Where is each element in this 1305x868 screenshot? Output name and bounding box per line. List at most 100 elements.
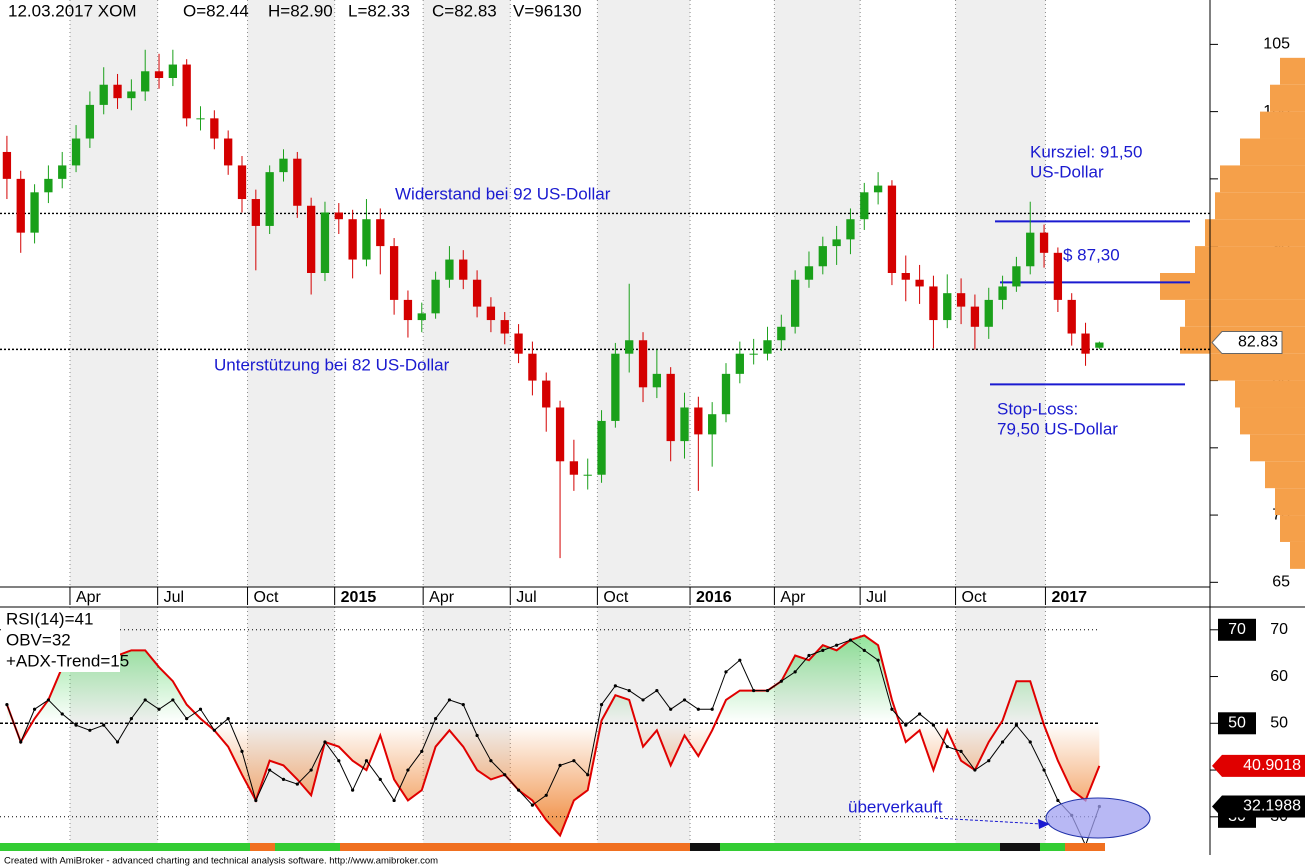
- candle-body: [99, 84, 108, 105]
- series-dot: [613, 684, 617, 688]
- header-low: L=82.33: [348, 1, 410, 20]
- candle-body: [417, 313, 426, 321]
- level-tag: [1218, 712, 1256, 735]
- series-dot: [765, 688, 770, 693]
- series-dot: [447, 698, 452, 702]
- candle-body: [486, 306, 496, 321]
- candle-body: [2, 151, 12, 179]
- adx-segment: [250, 843, 275, 851]
- series-dot: [627, 688, 631, 693]
- candle-body: [528, 353, 537, 381]
- x-tick-label: Apr: [76, 589, 102, 606]
- candle-body: [196, 118, 205, 120]
- volume-profile-bar: [1275, 488, 1305, 516]
- series-dot: [60, 712, 64, 716]
- volume-profile-bar: [1250, 434, 1305, 462]
- volume-profile-bar: [1280, 515, 1305, 542]
- candle-body: [860, 192, 869, 220]
- candle-body: [376, 219, 385, 247]
- y-tick-label: 60: [1270, 668, 1288, 685]
- series-dot: [1000, 740, 1005, 744]
- series-dot: [129, 717, 133, 721]
- candle-body: [30, 192, 39, 233]
- series-dot: [1056, 798, 1060, 803]
- price-tag: [1211, 331, 1283, 355]
- candle-body: [293, 158, 302, 206]
- value-tag: [1212, 795, 1305, 818]
- series-dot: [669, 707, 673, 711]
- price-tag-label: 82.83: [1238, 334, 1278, 351]
- series-dot: [434, 717, 438, 721]
- series-dot: [406, 768, 410, 772]
- arrow-line: [934, 817, 1043, 825]
- series-dot: [364, 759, 369, 763]
- candle-body: [1012, 266, 1021, 287]
- candle-body: [708, 414, 717, 435]
- y-tick-label: 50: [1270, 715, 1288, 732]
- series-dot: [378, 777, 382, 781]
- x-tick-label: Jul: [866, 589, 886, 606]
- series-dot: [959, 749, 963, 753]
- header-close: C=82.83: [432, 1, 497, 20]
- level-tag: [1218, 618, 1256, 641]
- candle-body: [320, 212, 330, 273]
- candle-body: [1067, 299, 1076, 334]
- series-dot: [489, 759, 493, 763]
- value-tag-label: 32.1988: [1243, 798, 1301, 815]
- series-dot: [904, 723, 908, 727]
- candle-body: [182, 64, 191, 119]
- series-line: [5, 634, 1101, 838]
- candle-body: [445, 259, 454, 280]
- series-dot: [738, 658, 742, 662]
- header-open: O=82.44: [183, 1, 249, 20]
- series-dot: [420, 749, 424, 753]
- volume-profile-bar: [1195, 246, 1305, 273]
- series-dot: [295, 782, 299, 786]
- adx-segment: [275, 843, 340, 851]
- series-dot: [945, 745, 949, 749]
- candle-body: [583, 474, 592, 476]
- candle-body: [16, 178, 25, 233]
- series-dot: [973, 768, 977, 772]
- legend-box: [2, 610, 120, 672]
- volume-profile-bar: [1210, 353, 1305, 381]
- candle-body: [224, 138, 233, 166]
- series-dot: [890, 707, 894, 711]
- candle-body: [1081, 333, 1090, 354]
- series-dot: [779, 679, 783, 683]
- candle-body: [542, 380, 551, 408]
- volume-profile-bar: [1160, 273, 1305, 300]
- series-dot: [876, 658, 880, 662]
- series-dot: [254, 798, 258, 803]
- annotation: überverkauft: [848, 797, 943, 816]
- x-tick-label: Oct: [254, 589, 279, 606]
- candle-body: [141, 71, 150, 92]
- candle-body: [638, 340, 648, 388]
- legend-entry: OBV=32: [6, 630, 71, 649]
- volume-profile-bar: [1260, 111, 1305, 139]
- annotation: Stop-Loss:: [997, 399, 1078, 418]
- y-tick-label: 65: [1272, 574, 1290, 591]
- candle-body: [777, 326, 786, 341]
- legend-entry: +ADX-Trend=15: [6, 651, 129, 670]
- series-dot: [1042, 768, 1046, 772]
- series-dot: [392, 798, 396, 803]
- candle-body: [597, 420, 606, 475]
- candle-body: [431, 279, 440, 314]
- candle-body: [113, 84, 122, 99]
- series-dot: [171, 698, 175, 702]
- series-dot: [807, 653, 811, 658]
- series-dot: [115, 740, 120, 744]
- value-tag-label: 40.9018: [1243, 757, 1301, 774]
- series-dot: [862, 648, 866, 652]
- candle-body: [362, 219, 371, 260]
- volume-profile-bar: [1290, 541, 1305, 569]
- candle-body: [694, 407, 703, 435]
- series-dot: [572, 759, 576, 763]
- candle-body: [1039, 232, 1049, 253]
- candle-body: [279, 158, 288, 173]
- series-line: [6, 639, 1100, 847]
- series-dot: [351, 788, 355, 792]
- series-dot: [821, 648, 825, 652]
- candle-body: [804, 266, 814, 280]
